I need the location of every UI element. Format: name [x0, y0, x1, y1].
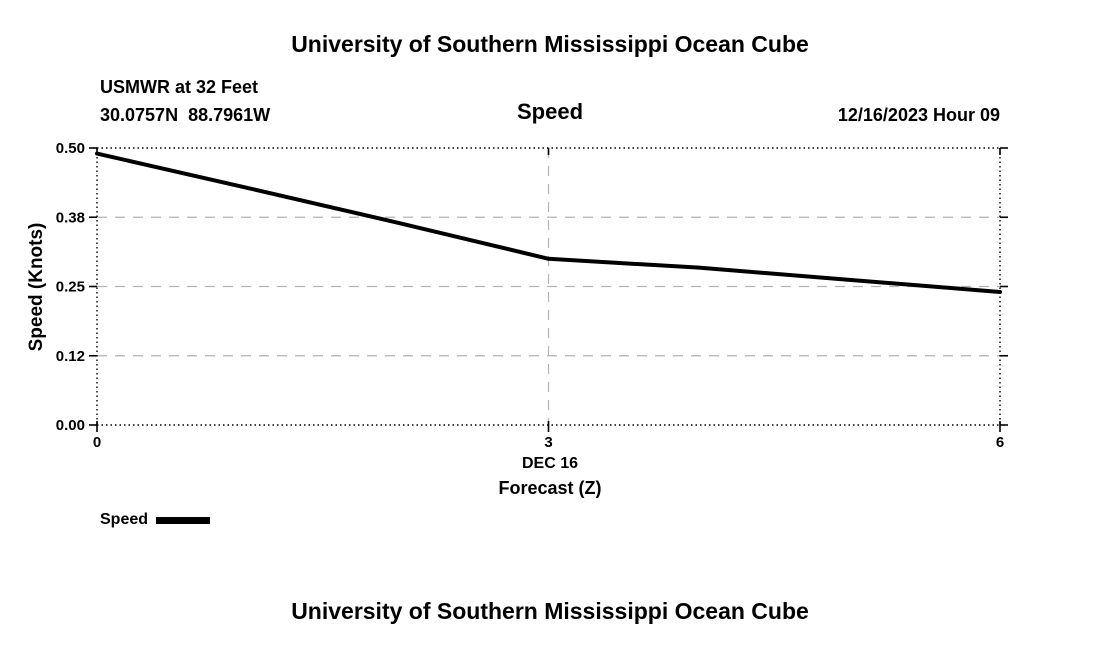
datetime-label: 12/16/2023 Hour 09: [837, 105, 1000, 125]
y-tick-label: 0.25: [56, 279, 85, 296]
x-tick-label: 0: [93, 434, 101, 451]
x-axis-label: Forecast (Z): [498, 478, 602, 498]
x-axis-date-label: DEC 16: [521, 455, 579, 472]
y-tick-label: 0.38: [56, 209, 85, 226]
x-tick-label: 6: [996, 434, 1004, 451]
y-tick-label: 0.00: [56, 417, 85, 434]
legend-label: Speed: [100, 511, 149, 528]
coordinates-label: 30.0757N 88.7961W: [100, 105, 271, 125]
legend: Speed: [100, 511, 211, 529]
page-title-top: University of Southern Mississippi Ocean…: [291, 31, 809, 57]
y-tick-label: 0.50: [56, 140, 85, 157]
page-title-bottom: University of Southern Mississippi Ocean…: [291, 598, 809, 624]
y-tick-label: 0.12: [56, 348, 85, 365]
legend-line-swatch: [156, 516, 211, 524]
chart-title: Speed: [516, 99, 584, 124]
x-tick-label: 3: [544, 434, 552, 451]
series-line-speed: [95, 151, 1002, 295]
station-label: USMWR at 32 Feet: [100, 77, 259, 97]
